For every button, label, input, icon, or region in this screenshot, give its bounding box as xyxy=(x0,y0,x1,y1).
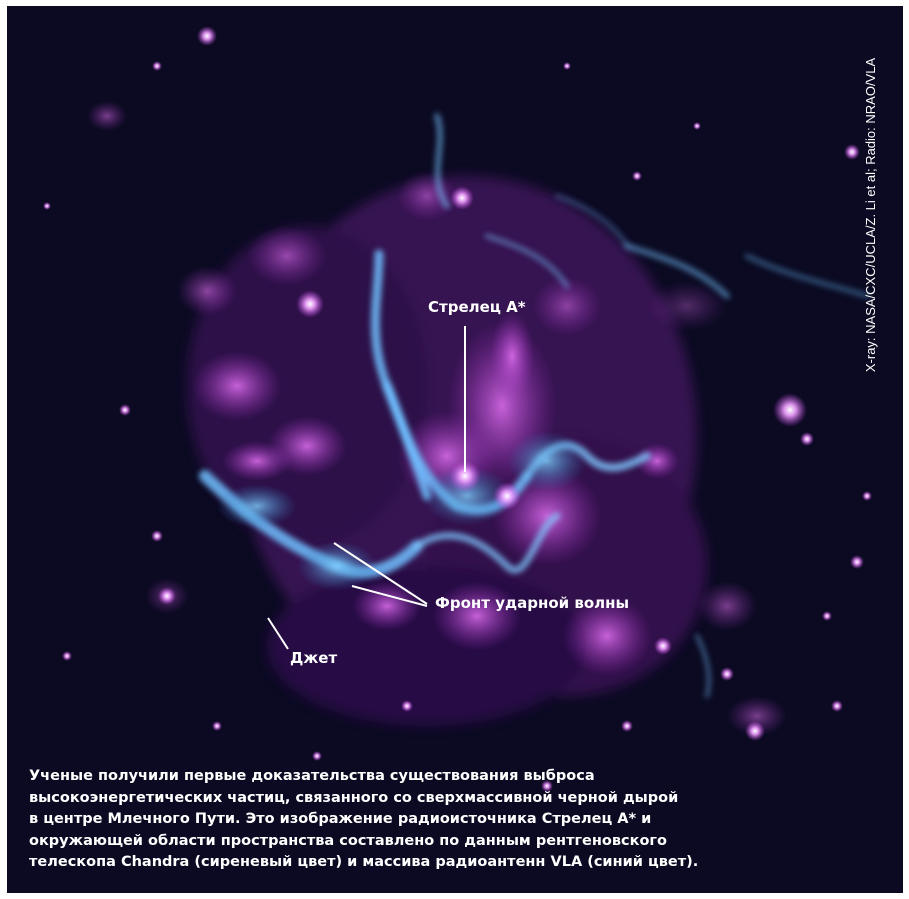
shock-front-pointer-line-1 xyxy=(333,542,428,605)
caption-line: высокоэнергетических частиц, связанного … xyxy=(29,789,679,806)
image-credit: X-ray: NASA/CXC/UCLA/Z. Li et al; Radio:… xyxy=(863,57,878,373)
jet-label: Джет xyxy=(290,649,338,667)
caption: Ученые получили первые доказательства су… xyxy=(29,766,879,874)
shock-front-label: Фронт ударной волны xyxy=(435,594,630,612)
jet-pointer-line xyxy=(267,617,289,650)
sgr-a-label: Стрелец А* xyxy=(428,298,526,316)
point-sources xyxy=(43,26,872,792)
shock-front-pointer-line-2 xyxy=(351,585,428,607)
pointer-lines xyxy=(267,326,466,650)
astronomical-image: Стрелец А* Фронт ударной волны Джет X-ra… xyxy=(7,6,903,893)
caption-line: Ученые получили первые доказательства су… xyxy=(29,768,595,784)
galactic-center-nebula xyxy=(43,26,872,792)
caption-line: в центре Млечного Пути. Это изображение … xyxy=(29,811,652,827)
xray-emission xyxy=(87,101,787,736)
radio-highlights xyxy=(217,431,587,591)
caption-line: телескопа Chandra (сиреневый цвет) и мас… xyxy=(29,854,699,870)
caption-line: окружающей области пространства составле… xyxy=(29,832,667,849)
